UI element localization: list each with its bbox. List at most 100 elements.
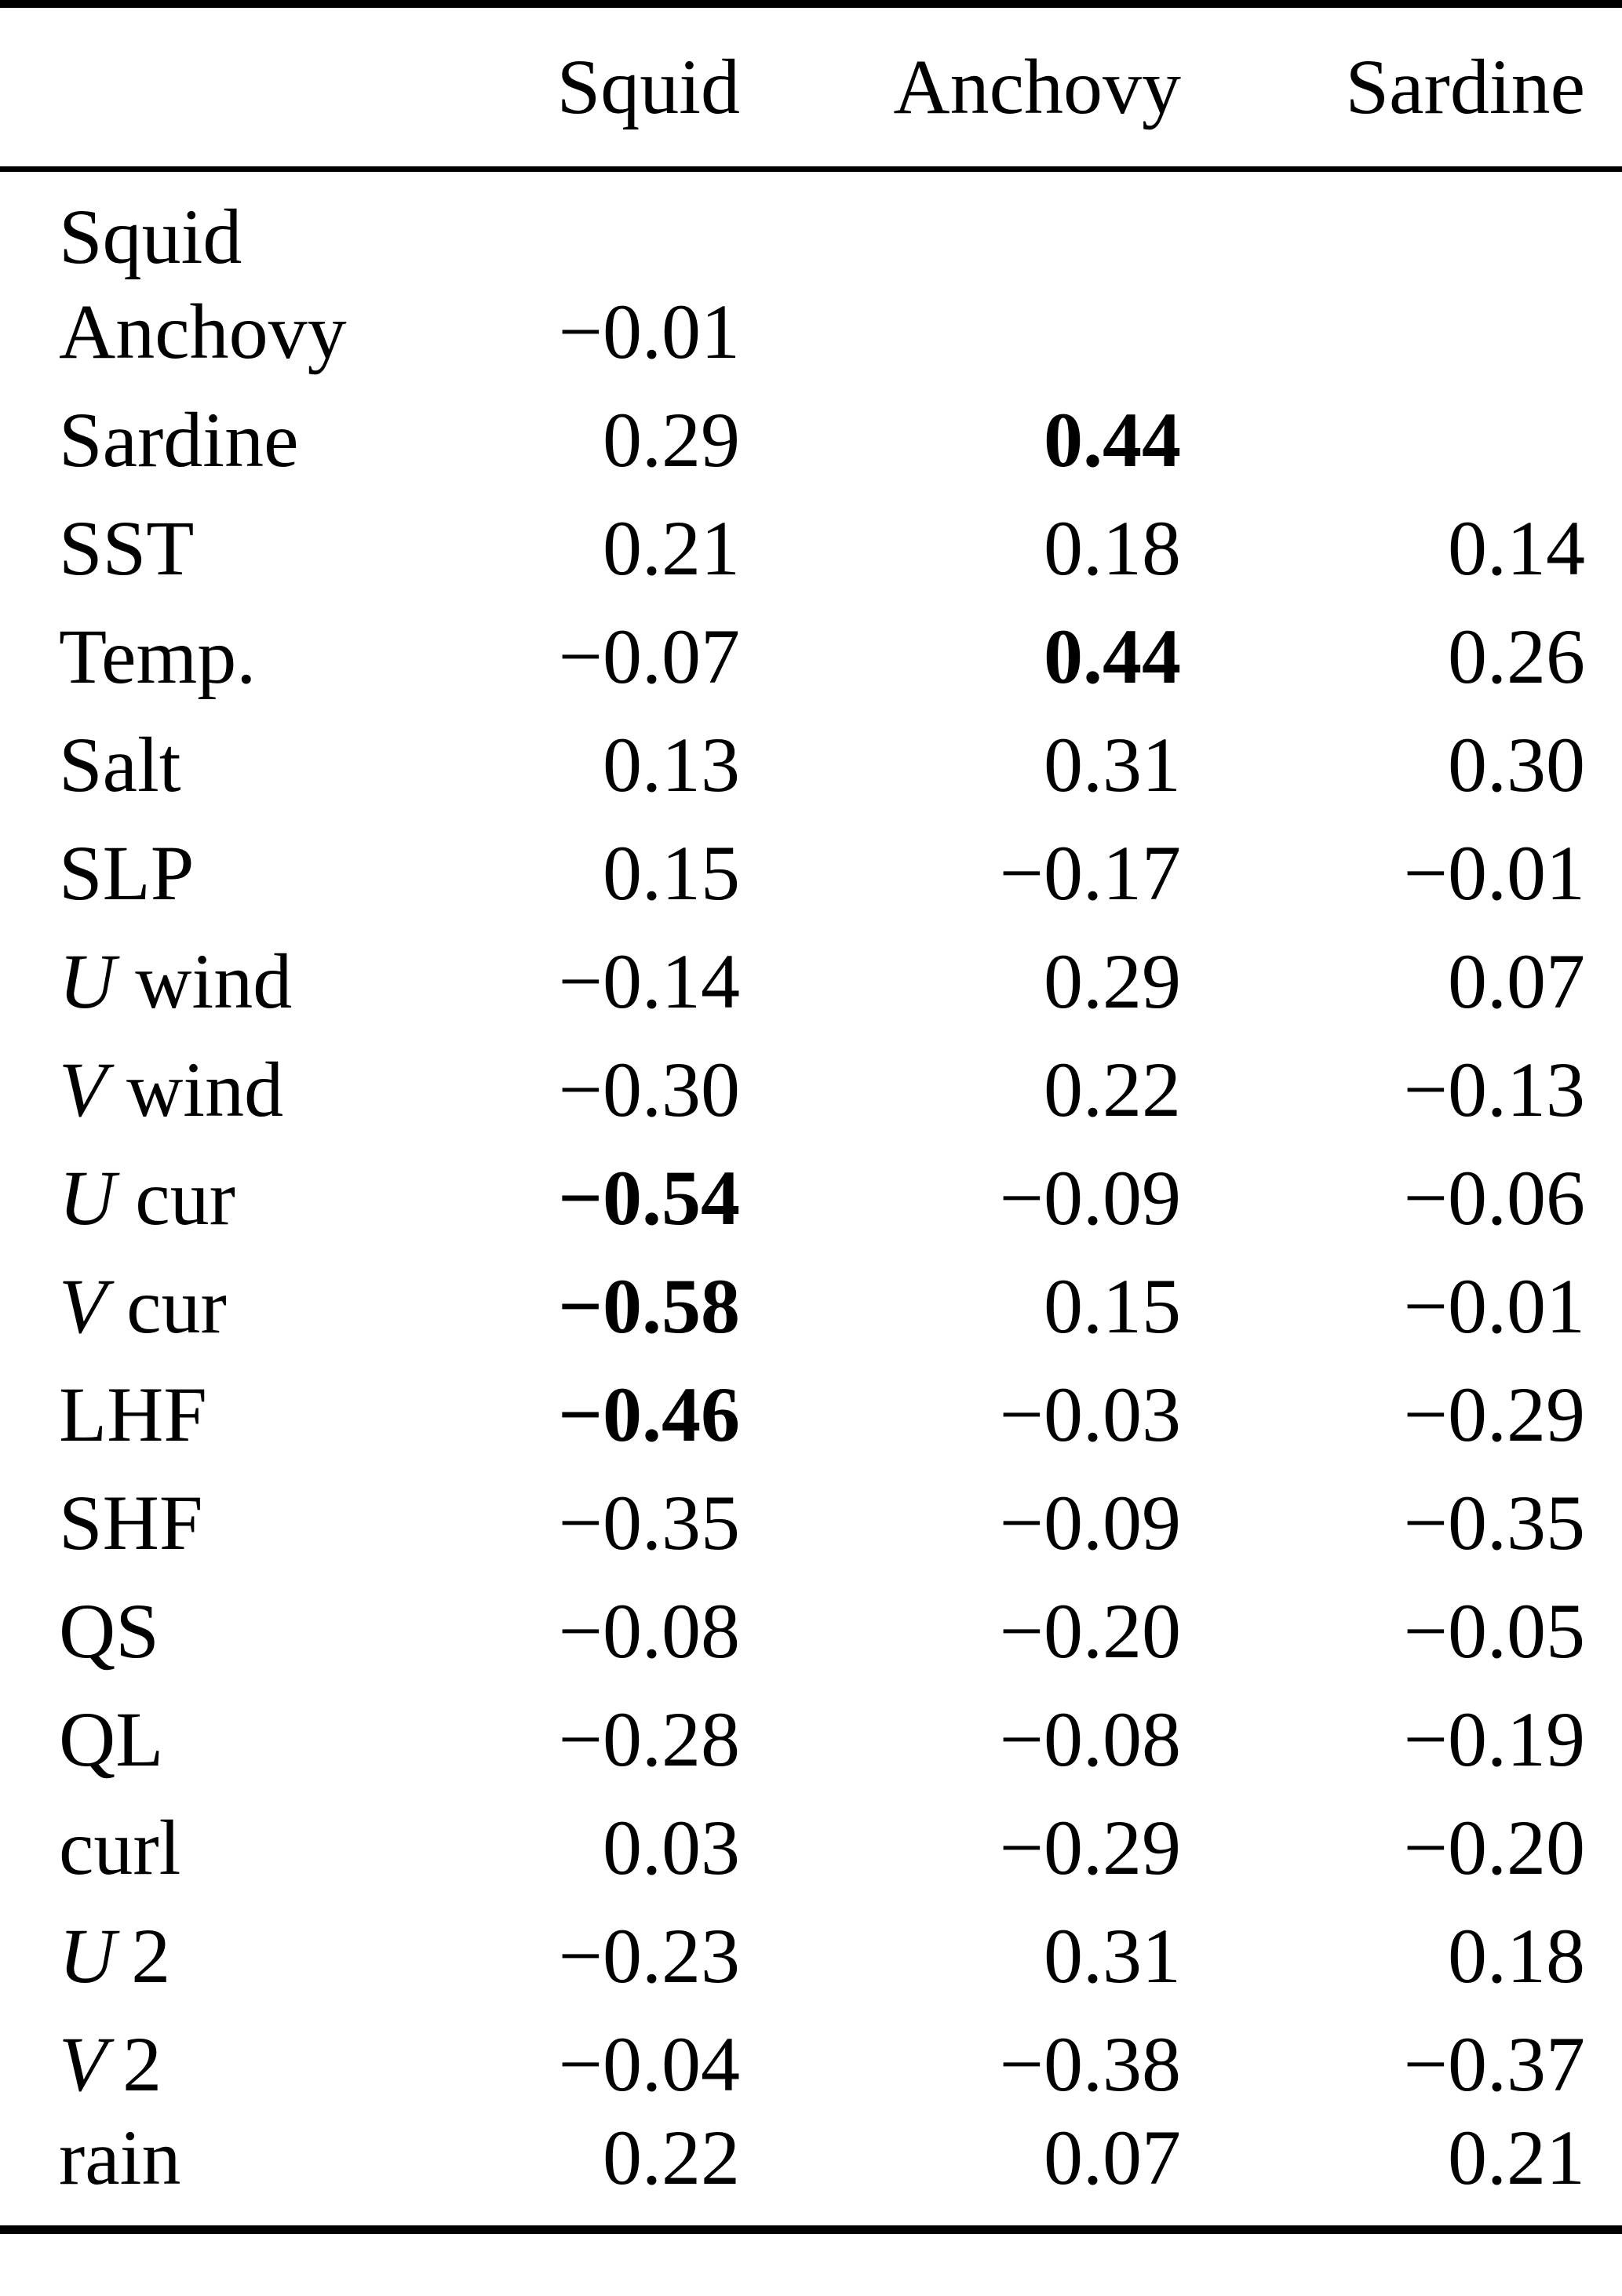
correlation-value: −0.13 [1403,1045,1585,1133]
correlation-value: −0.09 [999,1153,1181,1241]
correlation-value: −0.17 [999,829,1181,917]
row-label-text: 2 [115,1912,171,1999]
correlation-value [740,169,1181,278]
table-row: Squid [0,169,1622,278]
row-label: SST [0,494,392,603]
correlation-value: −0.35 [1403,1478,1585,1566]
correlation-value [740,278,1181,386]
row-label: U wind [0,928,392,1036]
table-row: V 2 −0.04 −0.38 −0.37 [0,2010,1622,2119]
correlation-value: −0.35 [558,1478,740,1566]
row-label: Sardine [0,386,392,494]
table-row: SLP 0.15 −0.17 −0.01 [0,819,1622,928]
table-row: curl 0.03 −0.29 −0.20 [0,1794,1622,1902]
table-row: U wind −0.14 0.29 0.07 [0,928,1622,1036]
table-row: Anchovy −0.01 [0,278,1622,386]
correlation-value: −0.20 [999,1587,1181,1675]
row-label-text: QS [59,1587,159,1675]
correlation-value: −0.14 [558,937,740,1025]
row-label-text: Anchovy [59,287,347,375]
correlation-value: −0.01 [1403,829,1585,917]
correlation-value: −0.23 [558,1912,740,1999]
row-label-text: Temp. [59,612,257,700]
correlation-value: 0.22 [1044,1045,1181,1133]
table-header: Squid Anchovy Sardine [0,4,1622,169]
table-row: QL −0.28 −0.08 −0.19 [0,1686,1622,1794]
row-label: Salt [0,711,392,819]
correlation-value: 0.44 [1044,612,1181,700]
header-empty-cell [0,4,392,169]
table-row: U 2 −0.23 0.31 0.18 [0,1902,1622,2010]
correlation-value: 0.21 [1448,2113,1585,2201]
correlation-value: 0.26 [1448,612,1585,700]
row-label-variable: U [59,937,116,1025]
row-label-text: cur [107,1262,227,1350]
correlation-value [1181,386,1622,494]
row-label: Temp. [0,603,392,711]
correlation-value: −0.46 [558,1370,740,1458]
correlation-value: −0.29 [999,1803,1181,1891]
correlation-value [392,169,740,278]
row-label-text: cur [115,1153,235,1241]
correlation-table: Squid Anchovy Sardine Squid Anchovy −0.01 S… [0,0,1622,2234]
row-label-text: rain [59,2113,181,2201]
correlation-value: 0.31 [1044,1912,1181,1999]
correlation-value: −0.08 [999,1695,1181,1783]
row-label: U 2 [0,1902,392,2010]
correlation-value: −0.08 [558,1587,740,1675]
table-row: SHF −0.35 −0.09 −0.35 [0,1469,1622,1577]
correlation-value: −0.38 [999,2020,1181,2108]
row-label: curl [0,1794,392,1902]
row-label-text: LHF [59,1370,207,1458]
correlation-value: 0.29 [1044,937,1181,1025]
row-label-text: Salt [59,720,181,808]
correlation-value: 0.29 [603,395,740,483]
correlation-value [1181,278,1622,386]
table-row: V cur −0.58 0.15 −0.01 [0,1252,1622,1361]
correlation-value: −0.20 [1403,1803,1585,1891]
correlation-value: 0.13 [603,720,740,808]
table-row: Salt 0.13 0.31 0.30 [0,711,1622,819]
correlation-value: 0.18 [1448,1912,1585,1999]
table-row: U cur −0.54 −0.09 −0.06 [0,1144,1622,1252]
row-label-text: SLP [59,829,195,917]
row-label: rain [0,2118,392,2230]
correlation-value: −0.19 [1403,1695,1585,1783]
correlation-value: −0.01 [1403,1262,1585,1350]
table-row: QS −0.08 −0.20 −0.05 [0,1577,1622,1686]
row-label-text: Squid [59,193,242,281]
row-label: V cur [0,1252,392,1361]
correlation-value: −0.05 [1403,1587,1585,1675]
row-label-text: Sardine [59,395,299,483]
row-label-text: wind [115,937,293,1025]
row-label-variable: V [59,1045,108,1133]
row-label-variable: V [59,2020,108,2108]
correlation-value: −0.09 [999,1478,1181,1566]
correlation-value: −0.37 [1403,2020,1585,2108]
row-label: SLP [0,819,392,928]
row-label-variable: V [59,1262,108,1350]
correlation-value: −0.01 [558,287,740,375]
table-row: LHF −0.46 −0.03 −0.29 [0,1361,1622,1469]
table-row: SST 0.21 0.18 0.14 [0,494,1622,603]
table-row: Sardine 0.29 0.44 [0,386,1622,494]
row-label: U cur [0,1144,392,1252]
column-header-anchovy: Anchovy [893,43,1181,130]
correlation-value: 0.15 [603,829,740,917]
correlation-value: −0.04 [558,2020,740,2108]
row-label-text: QL [59,1695,164,1783]
row-label-variable: U [59,1912,116,1999]
row-label-variable: U [59,1153,116,1241]
correlation-value: 0.21 [603,504,740,592]
table-row: rain 0.22 0.07 0.21 [0,2113,1622,2230]
correlation-value: 0.07 [1044,2113,1181,2201]
row-label: SHF [0,1469,392,1577]
row-label: Squid [0,169,392,278]
row-label-text: SHF [59,1478,203,1566]
correlation-value: −0.06 [1403,1153,1585,1241]
column-header-sardine: Sardine [1345,43,1585,130]
correlation-value: −0.58 [558,1262,740,1350]
table-body: Squid Anchovy −0.01 Sardine 0.29 0.44 SST 0.21 0… [0,169,1622,2230]
correlation-value: 0.14 [1448,504,1585,592]
